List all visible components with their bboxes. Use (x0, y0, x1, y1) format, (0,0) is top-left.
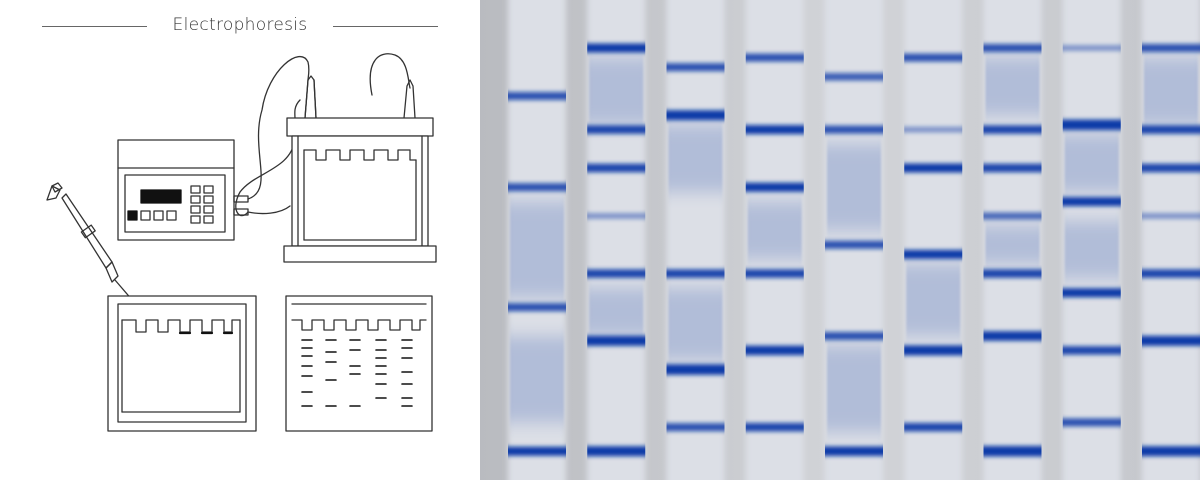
gel-band (825, 446, 883, 456)
gel-band (904, 345, 963, 356)
illustration-title: Electrophoresis (0, 15, 480, 35)
gel-band (1062, 45, 1121, 51)
gel-band (745, 345, 804, 356)
gel-smear (906, 264, 961, 336)
gel-band (983, 212, 1042, 220)
gel-smear (510, 336, 564, 423)
gel-band (983, 331, 1042, 341)
gel-band (904, 126, 963, 133)
electrophoresis-illustration (46, 53, 437, 432)
gel-band (587, 446, 646, 457)
gel-band (904, 163, 963, 173)
gel-band (1062, 119, 1121, 131)
gel-band (666, 63, 725, 72)
lane-background (666, 0, 725, 480)
gel-band (825, 332, 883, 340)
gel-band (1062, 418, 1121, 427)
gel-band (825, 125, 883, 134)
gel-band (983, 445, 1042, 457)
gel-band (745, 125, 804, 135)
gel-lane (825, 0, 883, 480)
gel-band (508, 446, 566, 456)
gel-smear (985, 225, 1040, 264)
gel-lane (587, 0, 646, 480)
gel-tank-icon (283, 75, 437, 263)
gel-band (1062, 346, 1121, 355)
gel-smear (827, 345, 881, 432)
gel-image (480, 0, 1200, 480)
gel-band (1142, 269, 1200, 278)
gel-band (983, 163, 1042, 173)
gel-band (1142, 125, 1200, 134)
gel-band (745, 53, 804, 62)
lane-background (904, 0, 963, 480)
gel-band (508, 303, 566, 312)
gel-band (587, 269, 646, 278)
gel-band (587, 43, 646, 53)
gel-plate-icon (107, 295, 257, 432)
gel-band (983, 125, 1042, 134)
gel-lane (904, 0, 963, 480)
gel-band (983, 269, 1042, 278)
illustration-header: Electrophoresis (0, 12, 480, 40)
gel-smear (827, 144, 881, 231)
gel-smear (668, 124, 723, 192)
gel-smear (510, 201, 564, 298)
gel-band (1062, 197, 1121, 207)
gel-smear (1064, 220, 1119, 279)
gel-band (1142, 163, 1200, 173)
gel-band (587, 335, 646, 346)
gel-band (983, 44, 1042, 52)
gel-band (587, 163, 646, 173)
gel-photo (480, 0, 1200, 480)
gel-lane (983, 0, 1042, 480)
gel-band (666, 423, 725, 432)
gel-band (1142, 44, 1200, 52)
title-rule-left (42, 26, 147, 27)
gel-band (904, 422, 963, 432)
gel-band (666, 364, 725, 375)
gel-result-icon (285, 295, 433, 432)
gel-band (1142, 213, 1200, 219)
gel-band (587, 125, 646, 134)
illustration-panel: Electrophoresis (0, 0, 480, 480)
gel-band (904, 53, 963, 62)
gel-band (666, 110, 725, 121)
gel-smear (589, 288, 644, 336)
gel-band (666, 269, 725, 278)
gel-smear (747, 201, 802, 260)
gel-band (508, 183, 566, 192)
gel-smear (985, 57, 1040, 116)
gel-smear (589, 57, 644, 125)
illustration-title-text: Electrophoresis (164, 15, 316, 35)
gel-band (825, 240, 883, 249)
gel-band (825, 73, 883, 81)
gel-band (508, 92, 566, 100)
gel-lane (666, 0, 725, 480)
gel-lane (745, 0, 804, 480)
gel-band (745, 182, 804, 192)
gel-lane (508, 0, 566, 480)
power-supply-icon (117, 139, 249, 241)
gel-band (1142, 446, 1200, 457)
gel-band (745, 269, 804, 278)
title-rule-right (333, 26, 438, 27)
gel-band (1062, 288, 1121, 298)
gel-lane (1142, 0, 1200, 480)
gel-band (1142, 335, 1200, 346)
gel-lane (1062, 0, 1121, 480)
gel-band (745, 422, 804, 432)
gel-smear (668, 288, 723, 360)
gel-smear (1144, 57, 1198, 125)
gel-smear (1064, 134, 1119, 192)
gel-band (587, 213, 646, 219)
gel-band (904, 249, 963, 259)
